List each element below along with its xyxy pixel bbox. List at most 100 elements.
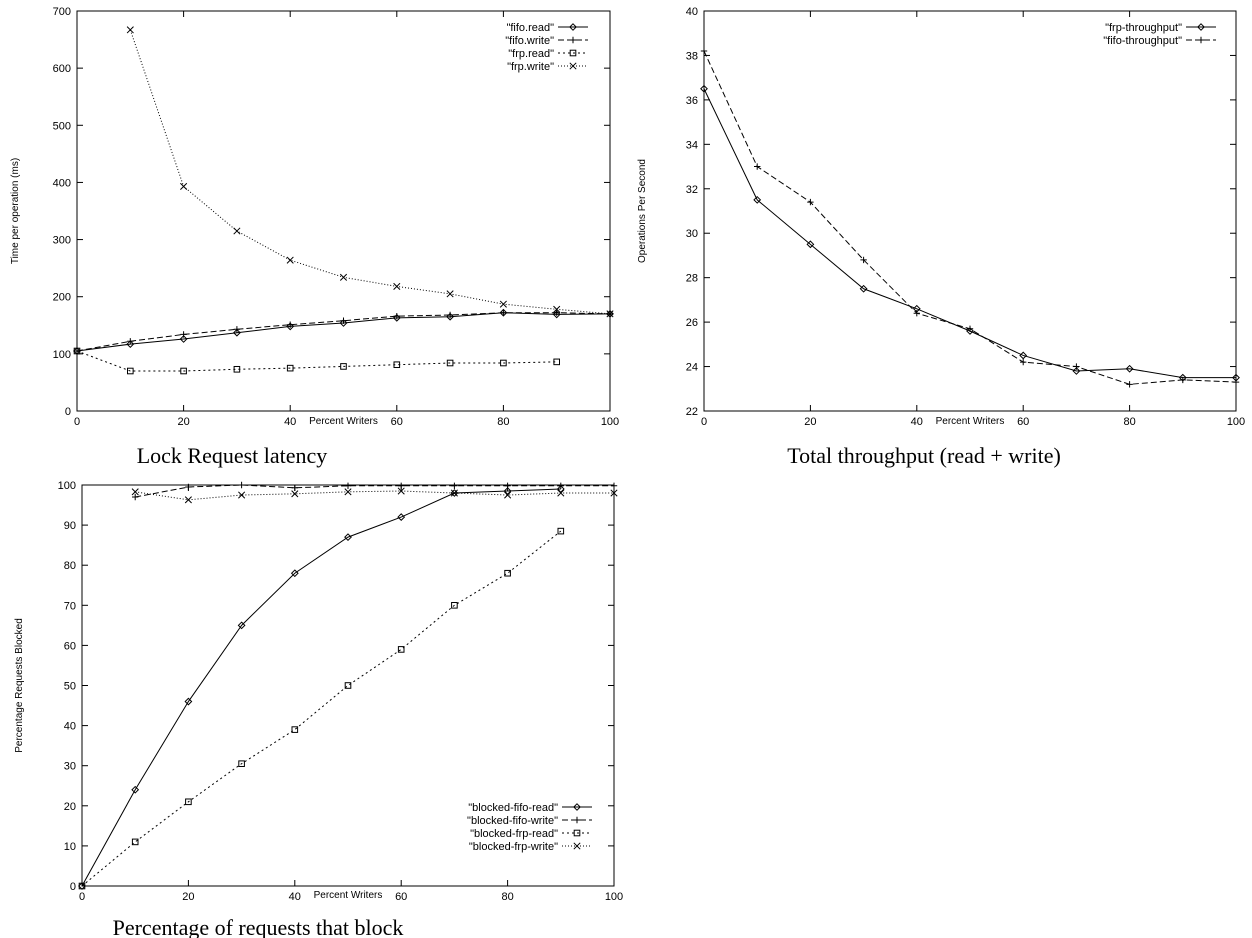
data-point	[393, 282, 401, 290]
legend-label: "blocked-frp-write"	[469, 841, 558, 853]
x-tick-label: 100	[605, 891, 623, 903]
y-tick-label: 38	[686, 50, 698, 62]
data-point	[504, 482, 511, 490]
data-point	[557, 489, 565, 497]
chart-2: 0 20 40 60 80 100 22 24 26 28 30 32 34 36 38 40 Percent …	[637, 6, 1245, 468]
data-point	[232, 328, 241, 337]
y-tick-label: 26	[686, 317, 698, 329]
data-point	[754, 163, 761, 170]
y-tick-label: 200	[53, 292, 71, 304]
data-point	[1073, 363, 1080, 370]
data-point	[450, 489, 458, 497]
x-tick-label: 100	[1227, 416, 1245, 428]
legend-marker	[573, 816, 581, 824]
data-point	[131, 488, 139, 496]
data-point	[860, 256, 867, 264]
data-point	[451, 602, 458, 609]
legend-entry: "blocked-frp-write"	[469, 841, 592, 853]
legend-label: "fifo.write"	[505, 35, 554, 47]
chart-1: 0 20 40 60 80 100 0 100 200 300 400 500 600 700 Percen…	[10, 6, 619, 468]
chart-title: Percentage of requests that block	[113, 915, 404, 938]
y-tick-label: 36	[686, 95, 698, 107]
data-point	[556, 485, 565, 493]
series-2	[73, 309, 614, 355]
data-point	[180, 182, 188, 190]
data-point	[185, 798, 192, 806]
data-point	[553, 309, 560, 316]
data-point	[859, 284, 868, 293]
legend-marker	[573, 829, 581, 837]
data-point	[180, 367, 187, 375]
series-line	[81, 488, 561, 887]
data-point	[131, 838, 139, 846]
x-tick-label: 0	[79, 891, 85, 903]
data-point	[238, 481, 245, 489]
data-point	[127, 338, 134, 345]
data-point	[504, 491, 512, 499]
x-tick-label: 20	[182, 891, 194, 903]
legend-entry: "frp.write"	[507, 61, 588, 73]
data-point	[126, 340, 135, 349]
chart-3: 0 20 40 60 80 100 0 10 20 30 40 50 60 70 80 90 100 Percen…	[14, 480, 623, 938]
data-point	[233, 365, 241, 373]
data-point	[610, 482, 618, 490]
series-1	[73, 308, 614, 355]
data-point	[287, 321, 294, 328]
data-point	[557, 527, 565, 535]
data-point	[1126, 381, 1133, 388]
x-tick-label: 80	[1123, 416, 1135, 428]
data-point	[807, 198, 814, 206]
data-point	[806, 240, 815, 249]
data-point	[180, 331, 187, 338]
data-point	[446, 359, 454, 367]
data-point	[132, 493, 139, 501]
data-point	[291, 484, 298, 492]
data-point	[500, 309, 507, 316]
data-point	[184, 697, 193, 706]
y-tick-label: 30	[64, 761, 76, 773]
x-tick-label: 20	[177, 416, 189, 428]
y-tick-label: 100	[53, 349, 71, 361]
legend-marker	[573, 842, 581, 850]
x-tick-label: 0	[74, 416, 80, 428]
x-tick-label: 0	[701, 416, 707, 428]
data-point	[73, 347, 81, 355]
series-4	[131, 487, 618, 504]
data-point	[700, 84, 708, 93]
data-point	[233, 326, 241, 333]
data-point	[552, 310, 561, 319]
legend-entry: "blocked-fifo-write"	[467, 815, 592, 827]
data-point	[700, 47, 708, 55]
chart-title: Total throughput (read + write)	[787, 443, 1061, 468]
y-tick-label: 32	[686, 184, 698, 196]
data-point	[344, 682, 352, 689]
data-point	[179, 335, 188, 343]
data-point	[78, 882, 86, 890]
x-tick-label: 40	[911, 416, 923, 428]
data-point	[913, 310, 920, 317]
plot-frame	[76, 10, 611, 412]
data-point	[753, 195, 762, 204]
y-tick-label: 10	[64, 841, 76, 853]
y-tick-label: 40	[64, 721, 76, 733]
x-axis-label: Percent Writers	[936, 416, 1005, 427]
x-tick-label: 40	[284, 416, 296, 428]
y-tick-label: 70	[64, 600, 76, 612]
series-line	[129, 29, 611, 315]
data-point	[185, 483, 192, 491]
data-point	[499, 300, 507, 308]
data-point	[344, 488, 352, 496]
series-line	[76, 350, 557, 372]
data-point	[1125, 364, 1134, 373]
data-point	[126, 26, 134, 34]
series-3	[78, 527, 565, 890]
data-point	[397, 513, 406, 521]
data-point	[397, 646, 405, 653]
data-point	[446, 311, 454, 319]
y-tick-label: 30	[686, 228, 698, 240]
x-tick-label: 40	[289, 891, 301, 903]
legend-entry: "frp-throughput"	[1105, 22, 1216, 34]
series-4	[126, 26, 614, 318]
x-tick-label: 100	[601, 416, 619, 428]
